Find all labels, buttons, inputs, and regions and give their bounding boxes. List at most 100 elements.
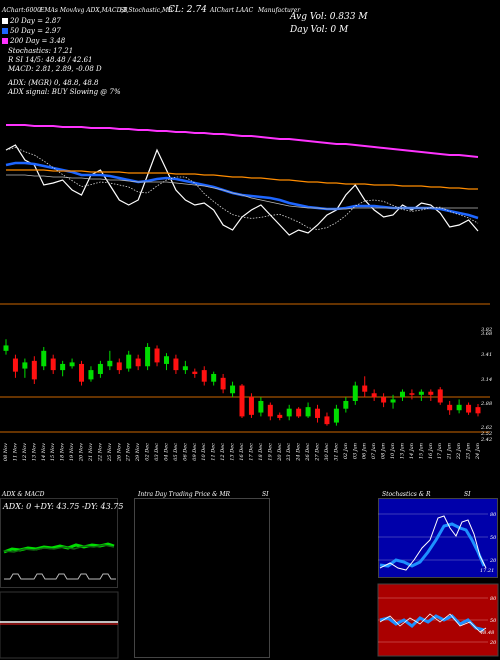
date-tick-label: 22 Nov xyxy=(97,443,103,462)
day-volume: Day Vol: 0 M xyxy=(290,25,349,35)
candle-body xyxy=(399,391,405,398)
price-line xyxy=(5,144,479,236)
date-tick-label: 11 Dec xyxy=(211,443,217,461)
candle-body xyxy=(428,391,434,395)
indicator-list: EMAs MovAvg ADX,MACD,B xyxy=(40,7,128,14)
date-tick-label: 18 Nov xyxy=(60,443,66,461)
candle-body xyxy=(154,348,160,363)
candle-body xyxy=(116,362,122,371)
chart-link[interactable]: AChart:6000 xyxy=(2,7,41,14)
rsi-panel xyxy=(377,583,499,657)
date-tick-label: 06 Jan xyxy=(362,443,368,459)
adx-values: ADX: 0 +DY: 43.75 -DY: 43.75 xyxy=(3,502,124,511)
date-tick-label: 10 Dec xyxy=(201,443,207,461)
candle-body xyxy=(69,362,75,367)
date-tick-label: 27 Dec xyxy=(315,443,321,462)
candle-body xyxy=(409,393,415,395)
candle-body xyxy=(79,363,85,382)
price-tick-label: 3.68 xyxy=(481,331,492,337)
date-tick-label: 26 Dec xyxy=(305,443,311,462)
candles xyxy=(3,339,481,426)
date-tick-label: 24 Jan xyxy=(475,443,481,460)
stoch-si-label: SI xyxy=(464,491,471,498)
date-tick-label: 03 Dec xyxy=(154,443,160,461)
date-tick-label: 13 Dec xyxy=(230,443,236,461)
ema50-legend: 50 Day = 2.97 xyxy=(2,27,61,35)
adx-signal-text: ADX signal: BUY Slowing @ 7% xyxy=(8,88,121,96)
candle-body xyxy=(182,366,188,371)
date-tick-label: 19 Dec xyxy=(267,443,273,461)
date-tick-label: 15 Jan xyxy=(418,443,424,459)
date-tick-label: 17 Dec xyxy=(248,443,254,461)
candle-body xyxy=(192,371,198,374)
date-tick-label: 07 Jan xyxy=(371,443,377,459)
candle-body xyxy=(31,360,37,380)
ema-gray-line xyxy=(6,174,478,210)
price-tick-label: 2.62 xyxy=(480,425,492,431)
ema20-legend-label: 20 Day = 2.87 xyxy=(10,17,61,25)
main-chart: 3.823.683.413.142.882.622.522.42 08 Nov 1… xyxy=(0,124,492,462)
candle-body xyxy=(267,404,273,417)
ticker-label: AIChart LAAC xyxy=(210,7,254,14)
date-tick-label: 29 Nov xyxy=(135,443,141,462)
ema200-swatch xyxy=(2,38,8,44)
date-tick-label: 10 Jan xyxy=(390,443,396,459)
date-tick-label: 22 Jan xyxy=(456,443,462,460)
price-tick-label: 2.88 xyxy=(480,401,492,407)
candle-body xyxy=(286,408,292,417)
avg-volume: Avg Vol: 0.833 M xyxy=(290,12,368,22)
candle-body xyxy=(230,385,236,394)
stochastics-text: Stochastics: 17.21 xyxy=(8,47,74,55)
candle-body xyxy=(211,373,217,382)
date-tick-label: 04 Dec xyxy=(163,443,169,461)
candle-body xyxy=(381,397,387,403)
candle-body xyxy=(173,358,179,371)
candle-body xyxy=(3,345,9,351)
candle-body xyxy=(343,400,349,409)
date-tick-label: 14 Jan xyxy=(409,443,415,459)
candle-body xyxy=(296,408,302,417)
date-tick-label: 03 Jan xyxy=(352,443,358,459)
date-tick-label: 20 Nov xyxy=(79,443,85,462)
date-tick-label: 25 Nov xyxy=(107,443,113,462)
candle-body xyxy=(277,414,283,418)
rsi-line-white xyxy=(379,613,487,633)
adx-panel-title: ADX & MACD xyxy=(2,491,45,498)
date-tick-label: 02 Jan xyxy=(343,443,349,459)
rsi-text: R SI 14/5: 48.48 / 42.61 xyxy=(8,56,93,64)
date-tick-label: 19 Nov xyxy=(69,443,75,461)
ema20-dotted-line xyxy=(5,147,479,231)
date-tick-label: 26 Nov xyxy=(116,443,122,462)
date-tick-label: 11 Nov xyxy=(12,443,18,461)
date-tick-label: 08 Nov xyxy=(3,443,9,461)
date-tick-label: 17 Jan xyxy=(437,443,443,459)
candle-body xyxy=(447,404,453,411)
rsi-line-blue xyxy=(379,614,485,632)
rsi-tick-80: 80 xyxy=(490,596,497,602)
date-tick-label: 21 Jan xyxy=(447,443,453,460)
candle-body xyxy=(324,416,330,425)
candle-body xyxy=(220,377,226,390)
candle-body xyxy=(333,408,339,423)
company-name: Manufacturer xyxy=(258,7,301,14)
candle-body xyxy=(315,408,321,418)
ema200-legend-label: 200 Day = 3.48 xyxy=(10,37,66,45)
date-tick-label: 24 Dec xyxy=(296,443,302,462)
date-tick-label: 18 Dec xyxy=(258,443,264,461)
candle-body xyxy=(362,385,368,392)
candle-body xyxy=(107,360,113,367)
intraday-panel xyxy=(134,498,270,658)
date-tick-label: 16 Jan xyxy=(428,443,434,459)
adx-panel xyxy=(0,498,118,588)
candle-body xyxy=(60,363,66,371)
macd-text: MACD: 2.81, 2.89, -0.08 D xyxy=(8,65,102,73)
macd-panel xyxy=(0,591,119,659)
adx-text: ADX: (MGR) 0, 48.8, 48.8 xyxy=(8,79,99,87)
candle-body xyxy=(135,358,141,367)
ema200-legend: 200 Day = 3.48 xyxy=(2,37,65,45)
ema20-swatch xyxy=(2,18,8,24)
candle-body xyxy=(371,393,377,398)
date-tick-label: 20 Dec xyxy=(277,443,283,462)
date-tick-label: 30 Dec xyxy=(324,443,330,461)
candle-body xyxy=(97,363,103,374)
